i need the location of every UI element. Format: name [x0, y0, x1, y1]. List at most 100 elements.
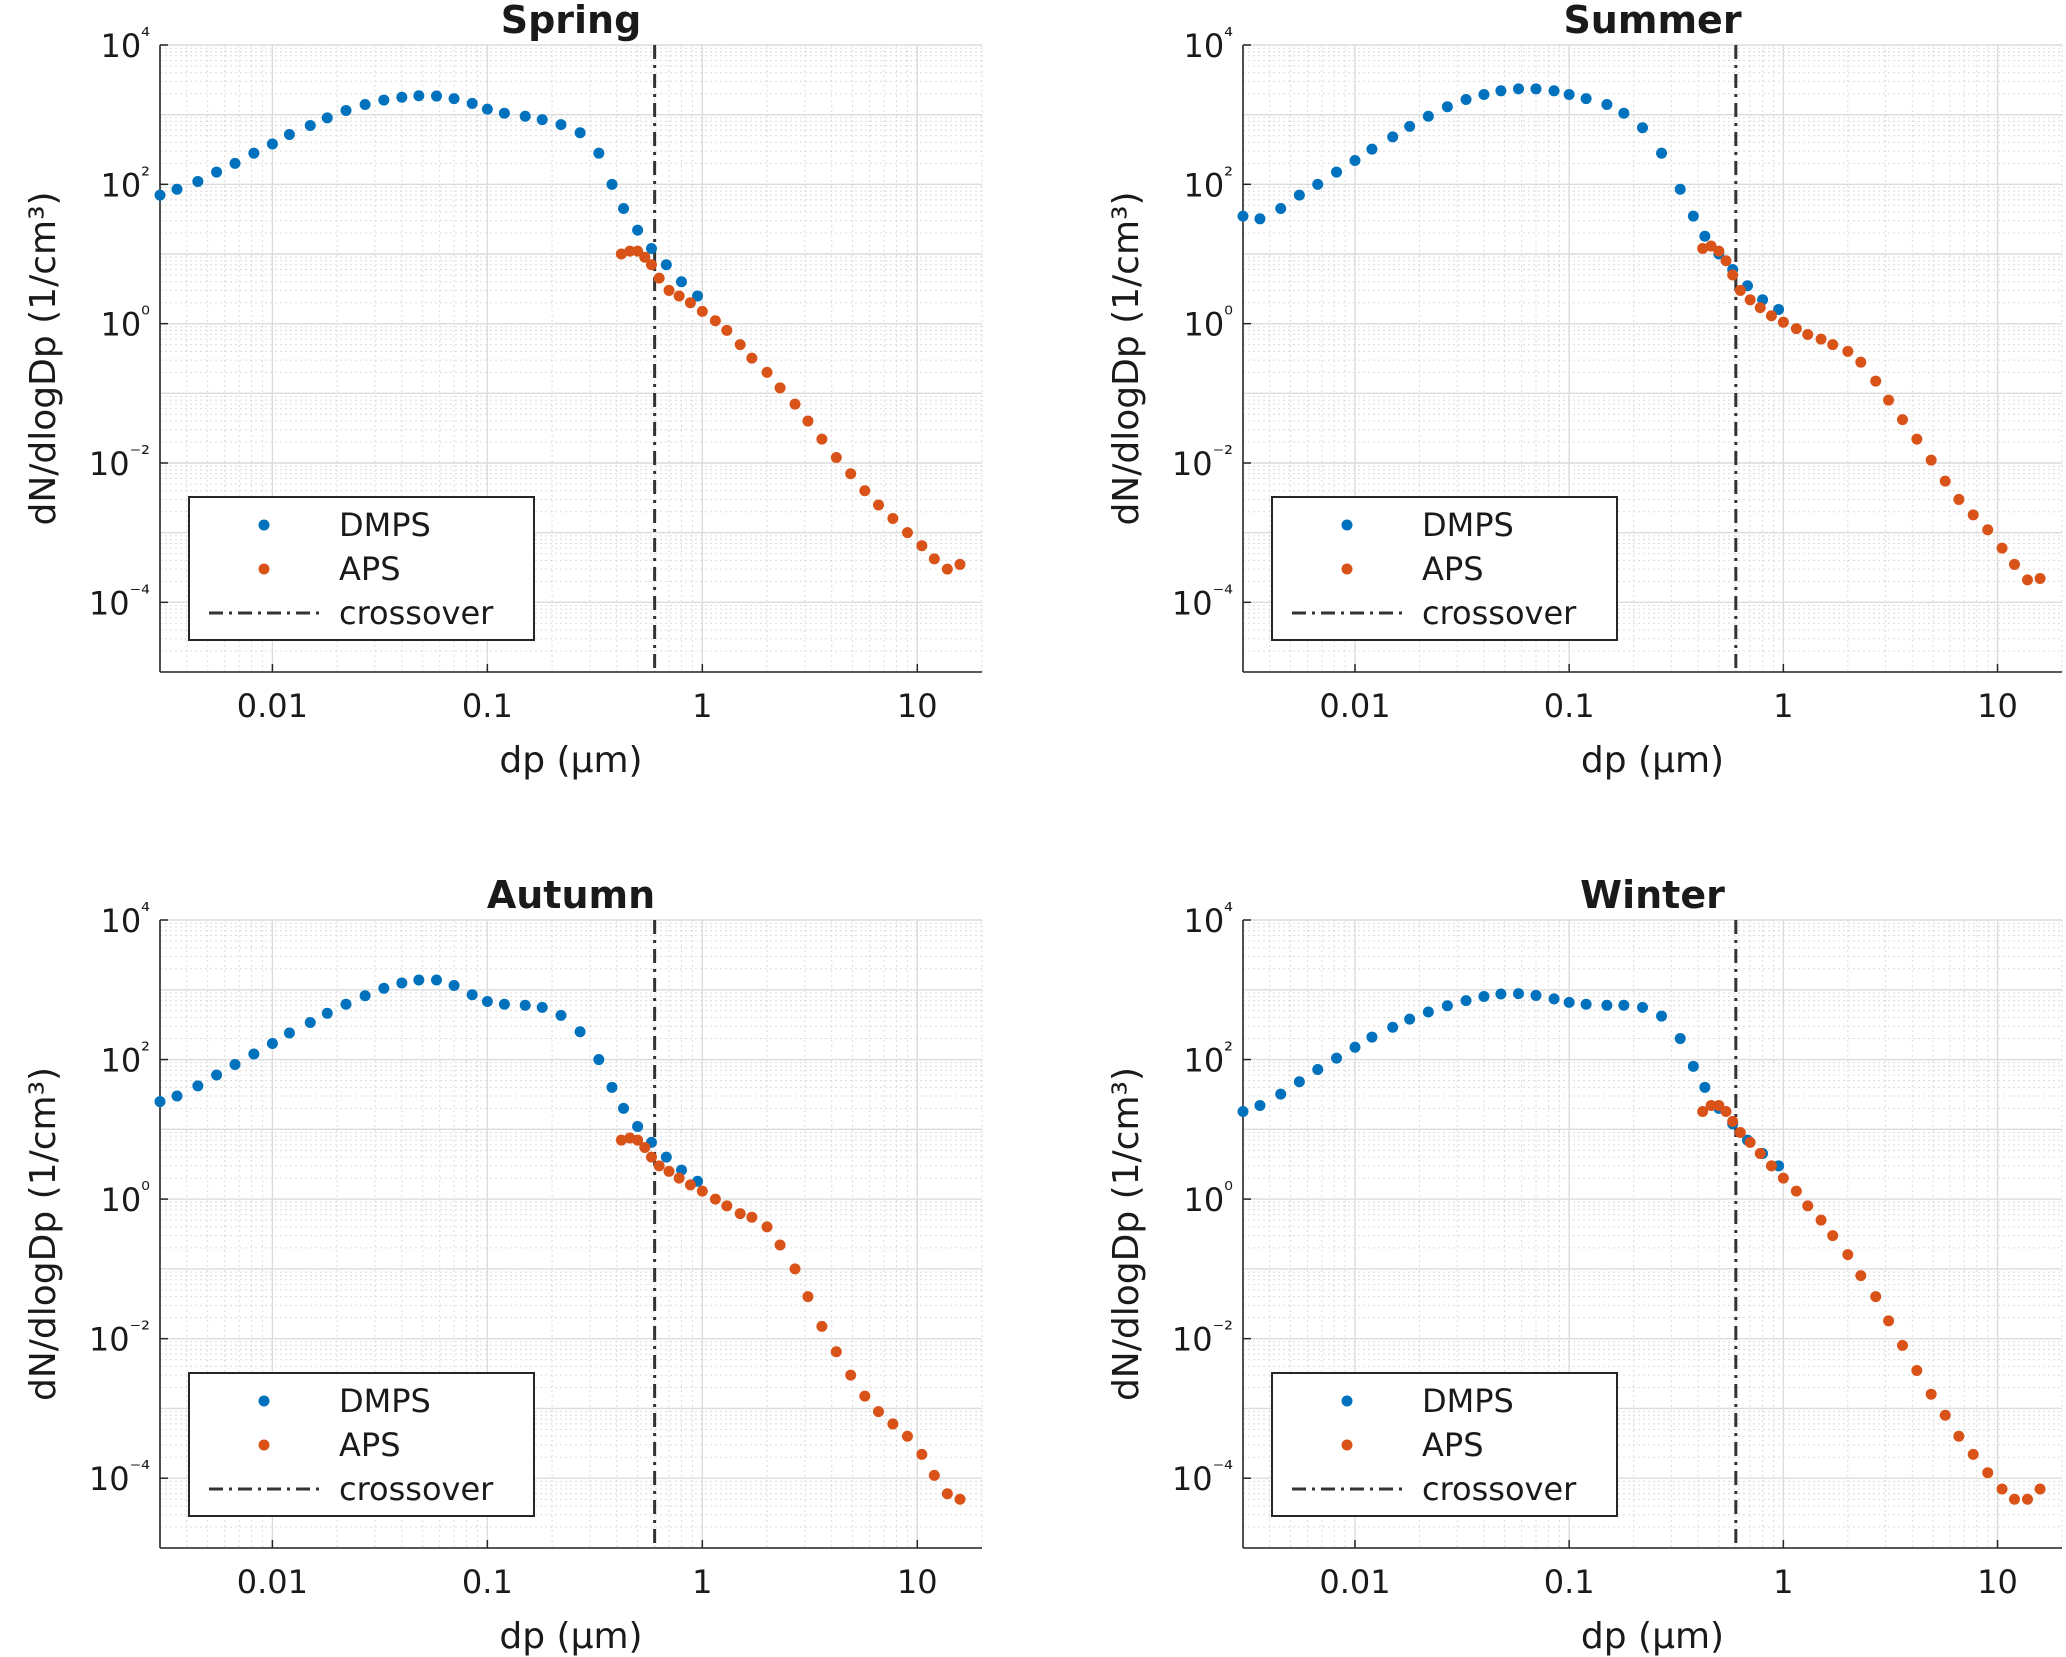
data-point-aps — [872, 499, 884, 511]
legend-marker-aps — [1341, 563, 1353, 575]
data-point-dmps — [1404, 1013, 1416, 1025]
data-point-dmps — [519, 999, 531, 1011]
data-point-dmps — [321, 1007, 333, 1019]
x-tick-label: 1 — [1773, 1563, 1793, 1601]
data-point-dmps — [481, 103, 493, 115]
y-tick-label: 10⁴ — [100, 899, 150, 940]
legend-label-aps: APS — [339, 550, 401, 588]
data-point-aps — [1939, 475, 1951, 487]
data-point-dmps — [1293, 1076, 1305, 1088]
data-point-dmps — [1478, 88, 1490, 100]
chart-panel-autumn: 0.01 0.1 1 10 10⁴ 10² 10⁰ 10⁻² 10⁻⁴ Autumn dp (μm)… — [23, 873, 983, 1657]
data-point-dmps — [536, 114, 548, 126]
series-aps — [615, 245, 966, 575]
legend-label-aps: APS — [339, 1426, 401, 1464]
chart-title: Summer — [1563, 0, 1741, 42]
y-tick-label: 10⁻⁴ — [89, 581, 150, 622]
data-point-dmps — [574, 1026, 586, 1038]
data-point-dmps — [1656, 147, 1668, 159]
data-point-aps — [645, 259, 657, 271]
data-point-dmps — [1512, 83, 1524, 95]
data-point-aps — [830, 1346, 842, 1358]
data-point-aps — [1967, 509, 1979, 521]
legend-label-dmps: DMPS — [1422, 506, 1514, 544]
series-aps — [1697, 1099, 2046, 1505]
x-tick-label: 10 — [897, 1563, 938, 1601]
data-point-dmps — [1674, 183, 1686, 195]
x-tick-label: 0.1 — [1544, 1563, 1595, 1601]
data-point-aps — [746, 352, 758, 364]
data-point-aps — [721, 324, 733, 336]
y-tick-label: 10⁻⁴ — [1172, 581, 1233, 622]
x-tick-label: 0.01 — [1319, 1563, 1390, 1601]
data-point-aps — [696, 305, 708, 317]
data-point-aps — [624, 245, 636, 257]
data-point-dmps — [555, 1009, 567, 1021]
data-point-aps — [1734, 1127, 1746, 1139]
data-point-dmps — [321, 112, 333, 124]
data-point-dmps — [1687, 210, 1699, 222]
data-point-aps — [639, 251, 651, 263]
data-point-aps — [1883, 1315, 1895, 1327]
x-tick-label: 10 — [1977, 687, 2018, 725]
data-point-dmps — [1422, 110, 1434, 122]
data-point-dmps — [1601, 98, 1613, 110]
data-point-dmps — [1687, 1060, 1699, 1072]
data-point-aps — [859, 485, 871, 497]
data-point-aps — [1705, 1099, 1717, 1111]
x-tick-label: 10 — [1977, 1563, 2018, 1601]
x-tick-label: 0.1 — [462, 687, 513, 725]
data-point-aps — [901, 527, 913, 539]
data-point-dmps — [413, 974, 425, 986]
data-point-dmps — [1618, 107, 1630, 119]
data-point-aps — [1734, 284, 1746, 296]
legend-label-crossover: crossover — [1422, 594, 1577, 632]
y-tick-label: 10⁻² — [1172, 1318, 1233, 1359]
data-point-dmps — [618, 1102, 630, 1114]
data-point-aps — [802, 1291, 814, 1303]
data-point-dmps — [692, 290, 704, 302]
data-point-dmps — [1699, 1081, 1711, 1093]
data-point-aps — [2034, 572, 2046, 584]
data-point-aps — [816, 433, 828, 445]
data-point-aps — [1870, 1291, 1882, 1303]
data-point-dmps — [1349, 154, 1361, 166]
data-point-dmps — [593, 147, 605, 159]
x-tick-label: 0.01 — [237, 687, 308, 725]
data-point-dmps — [466, 97, 478, 109]
data-point-aps — [2008, 558, 2020, 570]
data-point-dmps — [1422, 1006, 1434, 1018]
data-point-dmps — [1331, 1052, 1343, 1064]
y-axis-label: dN/dlogDp (1/cm³) — [23, 191, 64, 525]
x-axis-label: dp (μm) — [1581, 740, 1724, 781]
data-point-dmps — [660, 1151, 672, 1163]
legend-box — [1271, 496, 1618, 641]
data-point-dmps — [448, 93, 460, 105]
x-tick-label: 0.01 — [237, 1563, 308, 1601]
data-point-dmps — [498, 107, 510, 119]
data-point-dmps — [606, 1081, 618, 1093]
data-point-dmps — [396, 91, 408, 103]
data-point-aps — [734, 339, 746, 351]
data-point-dmps — [519, 110, 531, 122]
data-point-dmps — [1312, 1064, 1324, 1076]
data-point-aps — [1896, 414, 1908, 426]
data-point-dmps — [1495, 988, 1507, 1000]
legend: DMPS APS crossover — [188, 496, 535, 641]
y-tick-label: 10² — [100, 163, 150, 204]
data-point-aps — [1727, 269, 1739, 281]
data-point-aps — [1842, 345, 1854, 357]
legend-label-aps: APS — [1422, 550, 1484, 588]
data-point-dmps — [340, 998, 352, 1010]
legend: DMPS APS crossover — [1271, 496, 1618, 641]
x-tick-label: 1 — [1773, 687, 1793, 725]
y-tick-label: 10⁻² — [89, 1318, 150, 1359]
data-point-aps — [802, 415, 814, 427]
x-tick-label: 10 — [897, 687, 938, 725]
data-point-aps — [653, 1160, 665, 1172]
data-point-aps — [1939, 1409, 1951, 1421]
data-point-aps — [845, 1369, 857, 1381]
legend-marker-dmps — [258, 519, 270, 531]
data-point-aps — [1925, 1388, 1937, 1400]
